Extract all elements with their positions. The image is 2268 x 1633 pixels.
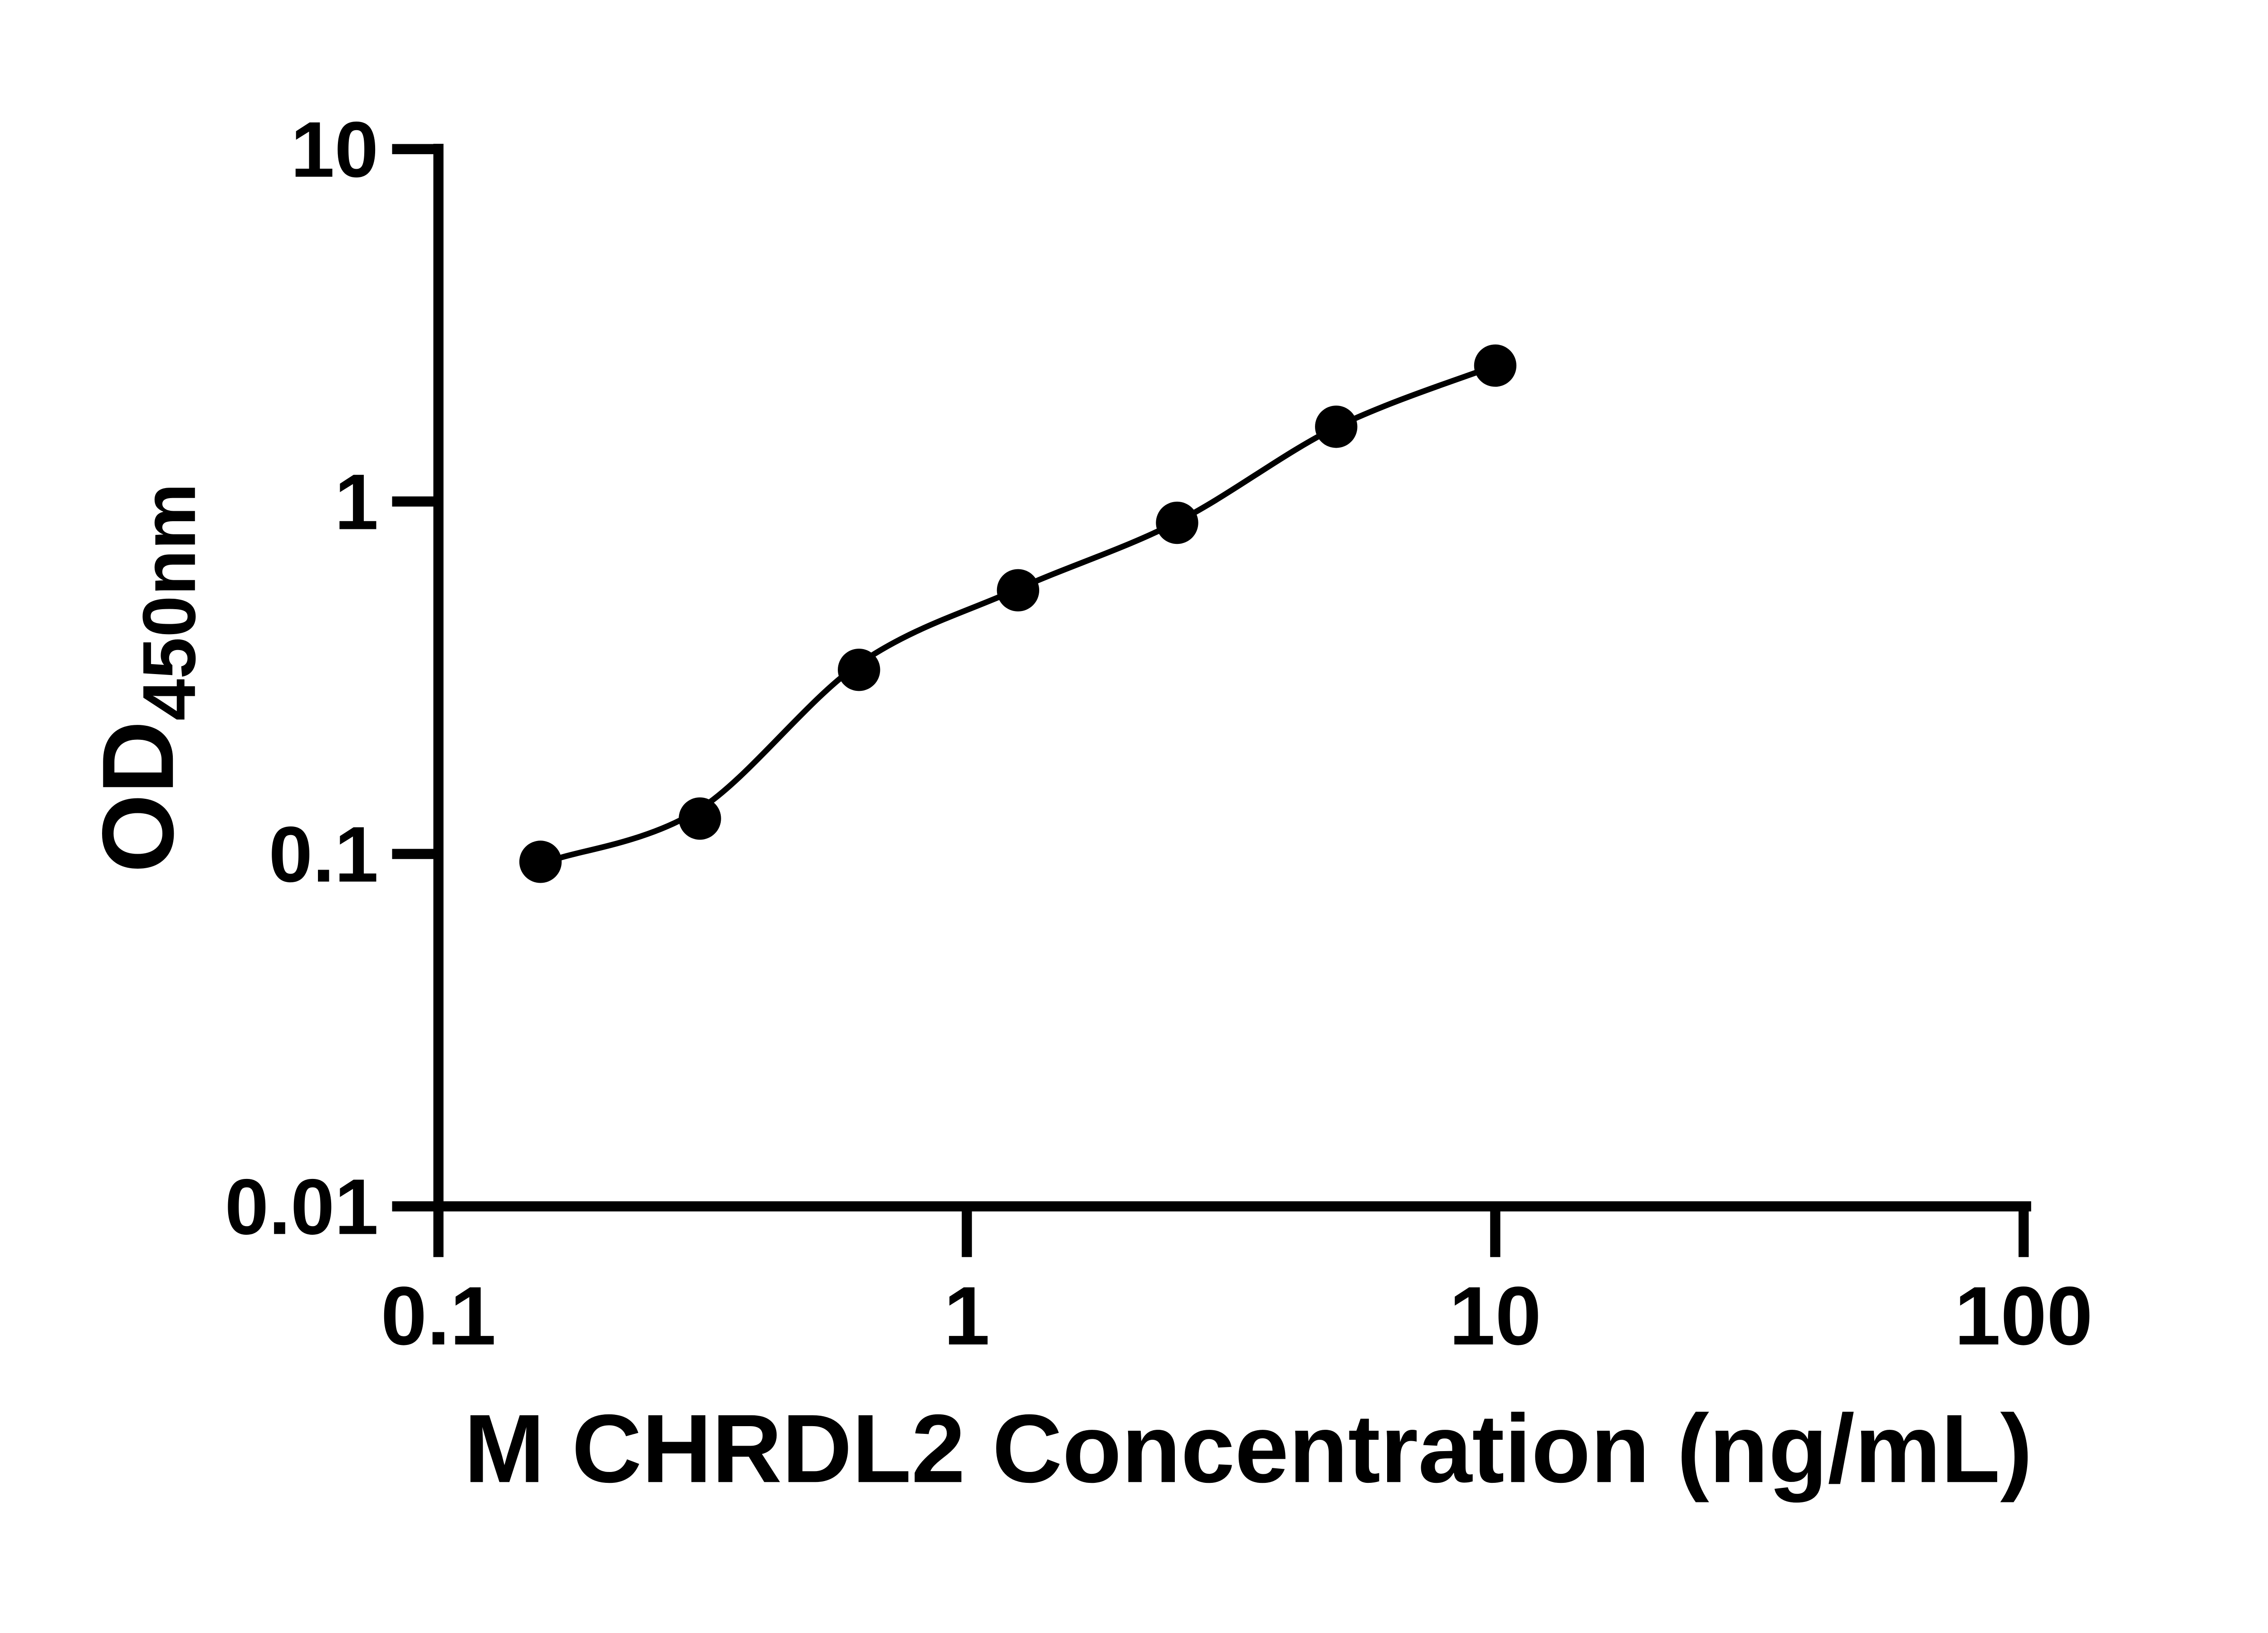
- data-point-6: [1315, 406, 1358, 448]
- y-axis-tick-labels: 10 1 0.1 0.01: [225, 105, 379, 1251]
- y-tick-label-1: 1: [335, 458, 379, 546]
- y-tick-label-0.1: 0.1: [269, 810, 378, 898]
- data-point-1: [519, 841, 562, 883]
- x-tick-label-1: 1: [944, 1270, 990, 1362]
- x-axis-tick-labels: 0.1 1 10 100: [381, 1270, 2092, 1362]
- x-axis-ticks: [433, 1206, 2029, 1257]
- x-tick-label-0.1: 0.1: [381, 1270, 496, 1362]
- data-points: [519, 344, 1517, 883]
- y-tick-label-10: 10: [291, 105, 379, 194]
- data-point-2: [679, 797, 721, 840]
- x-tick-label-100: 100: [1955, 1270, 2093, 1362]
- x-tick-label-10: 10: [1449, 1270, 1541, 1362]
- y-axis-ticks: [392, 144, 439, 1212]
- data-point-4: [997, 569, 1040, 611]
- data-point-3: [838, 648, 880, 691]
- y-axis-title-subscript: 450nm: [127, 483, 211, 721]
- chart-background: [0, 0, 2268, 1588]
- y-axis-title-main: OD: [82, 721, 195, 873]
- x-axis-title: M CHRDL2 Concentration (ng/mL): [464, 1394, 2033, 1503]
- data-point-5: [1156, 501, 1198, 544]
- y-axis-title: OD450nm: [82, 483, 211, 873]
- y-tick-label-0.01: 0.01: [225, 1162, 379, 1251]
- data-point-7: [1474, 344, 1517, 387]
